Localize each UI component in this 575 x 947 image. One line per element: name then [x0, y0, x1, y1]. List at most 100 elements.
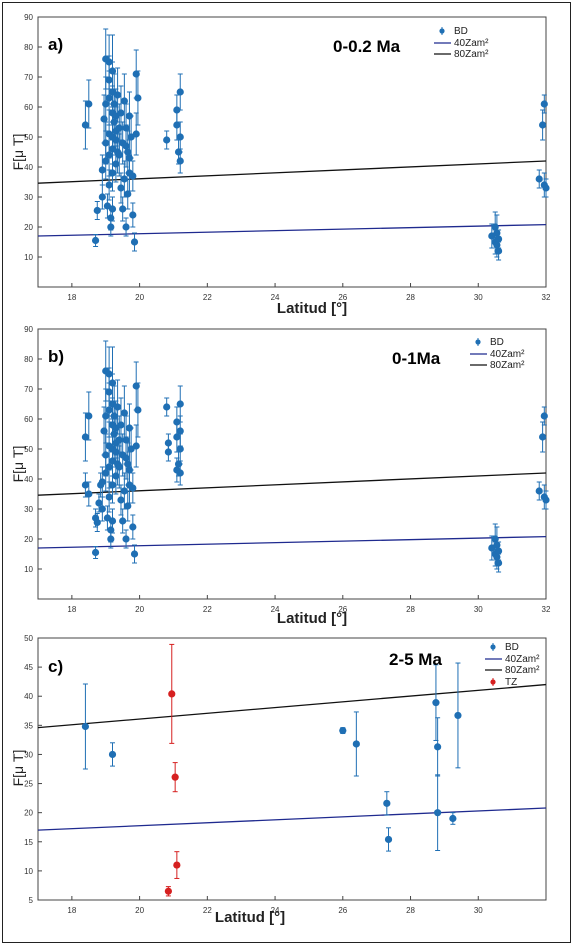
data-point-bd [102, 157, 110, 165]
data-point-bd [176, 400, 184, 408]
x-axis-label: Latitud [°] [277, 300, 347, 317]
y-tick-label: 30 [24, 750, 33, 759]
legend-entry-40zam: 40Zam² [490, 349, 525, 360]
plot-area-frame [37, 328, 547, 600]
data-point-bd [173, 121, 181, 129]
data-point-bd [176, 469, 184, 477]
model-line-40zam [37, 223, 547, 237]
data-point-bd [91, 236, 100, 245]
y-tick-label: 90 [24, 13, 33, 22]
x-tick-label: 20 [135, 605, 144, 614]
y-tick-label: 10 [24, 565, 33, 574]
x-tick-label: 24 [271, 906, 280, 915]
panel-label: c) [48, 657, 63, 676]
model-lines [37, 683, 547, 831]
y-axis-label: F[μ T] [10, 134, 26, 171]
data-point-bd [105, 151, 113, 159]
y-tick-label: 10 [24, 867, 33, 876]
data-point-bd [384, 835, 393, 844]
data-point-bd [81, 481, 90, 489]
y-tick-label: 15 [24, 838, 33, 847]
data-point-bd [130, 550, 139, 558]
x-tick-label: 18 [67, 906, 76, 915]
x-tick-label: 30 [474, 293, 483, 302]
data-point-bd [117, 496, 125, 504]
data-point-bd [494, 235, 503, 243]
data-point-bd [98, 166, 106, 174]
y-tick-label: 40 [24, 163, 33, 172]
x-tick-label: 26 [338, 293, 347, 302]
data-point-bd [95, 499, 103, 507]
data-point-bd [129, 523, 137, 531]
period-label: 0-1Ma [392, 349, 441, 368]
data-point-bd [117, 184, 125, 192]
data-point-bd [115, 436, 123, 444]
y-tick-label: 70 [24, 385, 33, 394]
data-point-bd [163, 136, 171, 144]
data-point-bd [117, 109, 125, 117]
data-point-bd [113, 403, 122, 411]
data-point-bd [120, 409, 128, 417]
x-tick-label: 32 [542, 605, 551, 614]
x-tick-label: 20 [135, 293, 144, 302]
legend-entry-80zam: 80Zam² [505, 665, 540, 676]
data-point-bd [124, 502, 132, 510]
data-point-bd [129, 484, 137, 492]
y-tick-label: 10 [24, 253, 33, 262]
y-tick-label: 70 [24, 73, 33, 82]
x-tick-label: 18 [67, 605, 76, 614]
data-point-bd [120, 97, 128, 105]
data-point-bd [383, 799, 391, 807]
legend: BD 40Zam² 80Zam² TZ [485, 642, 540, 688]
model-line-40zam [37, 535, 547, 549]
data-point-bd [540, 100, 548, 108]
data-point-bd [539, 433, 547, 441]
data-point-bd [115, 463, 123, 471]
data-point-bd [449, 814, 457, 823]
data-point-bd [105, 181, 113, 189]
y-tick-label: 80 [24, 355, 33, 364]
data-point-bd [81, 121, 90, 129]
x-tick-label: 24 [271, 293, 280, 302]
y-tick-label: 20 [24, 535, 33, 544]
x-tick-label: 26 [338, 605, 347, 614]
panel-c: 5 10 15 20 25 30 35 40 45 50 18 20 22 24 26 28 30 c) 2-5… [10, 634, 547, 926]
data-points [81, 643, 462, 897]
data-point-bd [85, 490, 93, 498]
data-point-bd [352, 740, 360, 748]
y-tick-label: 50 [24, 634, 33, 643]
data-point-bd [112, 472, 120, 480]
axes: 10 20 30 40 50 60 70 80 90 18 20 22 24 26 28 30 32 [24, 325, 551, 614]
data-point-bd [98, 505, 106, 513]
x-axis-label: Latitud [°] [215, 909, 285, 926]
data-point-bd [134, 406, 142, 414]
period-label: 2-5 Ma [389, 650, 442, 669]
data-point-bd [108, 205, 117, 213]
data-point-bd [122, 223, 130, 231]
data-point-bd [85, 100, 93, 108]
legend-entry-tz: TZ [505, 677, 517, 688]
data-point-bd [176, 157, 184, 165]
y-tick-label: 5 [29, 896, 34, 905]
y-tick-label: 90 [24, 325, 33, 334]
legend-symbol-marker [475, 339, 481, 345]
data-point-bd [102, 412, 110, 420]
data-point-bd [108, 481, 117, 489]
data-point-tz [171, 773, 179, 781]
data-point-bd [108, 750, 117, 759]
y-tick-label: 20 [24, 809, 33, 818]
data-point-bd [85, 412, 93, 420]
data-point-bd [93, 518, 101, 527]
y-tick-label: 60 [24, 415, 33, 424]
data-point-bd [176, 133, 184, 141]
legend-symbol-marker [490, 644, 496, 650]
data-point-bd [98, 193, 106, 201]
data-point-bd [102, 469, 110, 477]
data-point-bd [81, 433, 90, 441]
x-tick-label: 22 [203, 605, 212, 614]
data-point-bd [132, 130, 140, 138]
period-label: 0-0.2 Ma [333, 37, 401, 56]
data-point-bd [535, 175, 543, 183]
